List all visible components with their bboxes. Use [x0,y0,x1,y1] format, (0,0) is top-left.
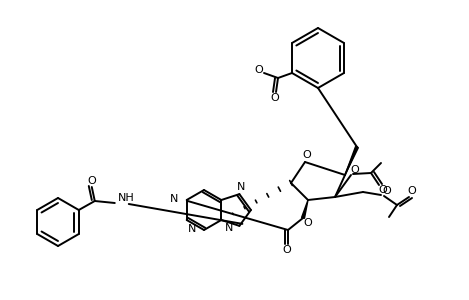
Text: O: O [351,165,359,175]
Text: N: N [225,223,234,233]
Text: O: O [383,186,391,196]
Text: O: O [303,150,311,160]
Text: N: N [237,182,246,192]
Text: O: O [271,93,280,103]
Polygon shape [345,146,358,175]
Text: N: N [188,224,196,234]
Text: O: O [283,245,291,255]
Polygon shape [302,200,308,218]
Text: NH: NH [118,193,135,203]
Text: O: O [408,186,416,196]
Text: O: O [255,65,264,75]
Text: N: N [170,194,179,204]
Text: O: O [87,176,96,186]
Text: O: O [378,185,387,195]
Text: O: O [303,218,312,228]
